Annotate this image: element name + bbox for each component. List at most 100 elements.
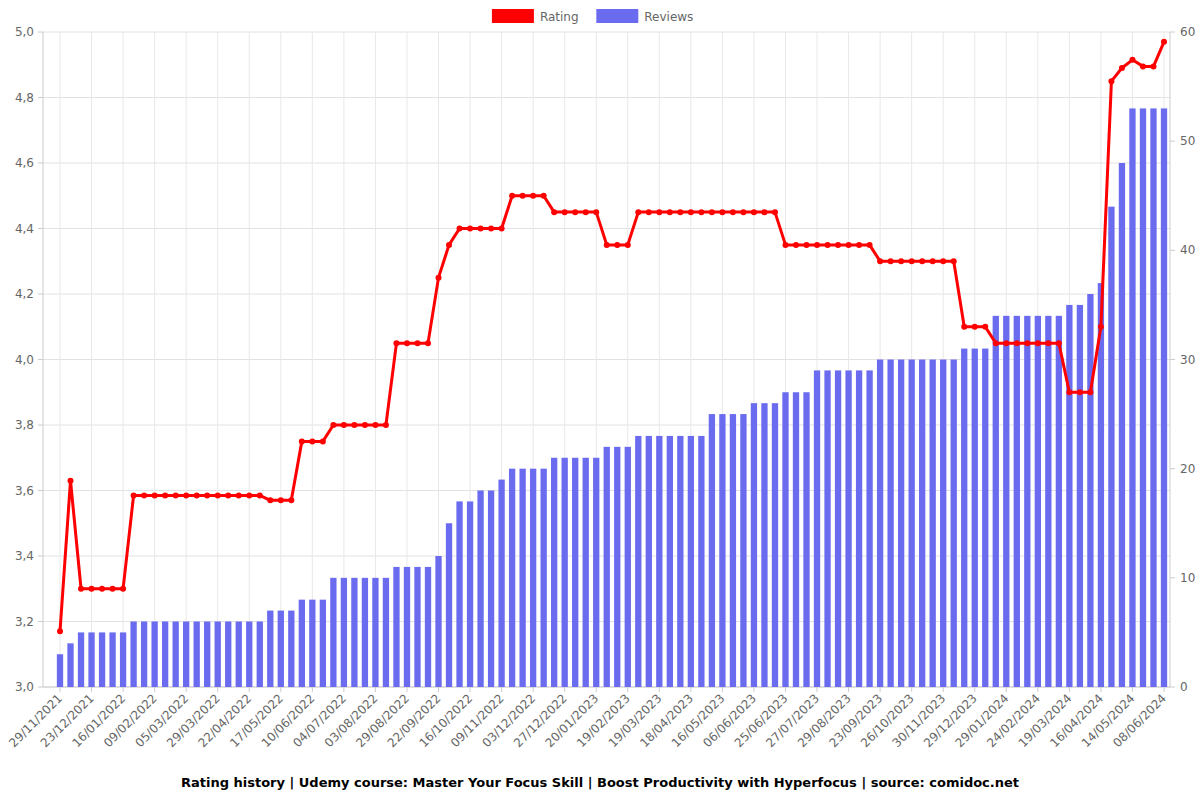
review-bar — [362, 578, 368, 687]
review-bar — [541, 469, 547, 687]
y-tick-label: 3,0 — [15, 680, 34, 694]
rating-point — [740, 209, 746, 215]
rating-point — [425, 340, 431, 346]
y-tick — [38, 687, 43, 688]
review-bar — [404, 567, 410, 687]
review-bar — [940, 360, 946, 688]
rating-point — [330, 422, 336, 428]
rating-point — [299, 438, 305, 444]
rating-point — [993, 340, 999, 346]
review-bar — [635, 436, 641, 687]
review-bar — [877, 360, 883, 688]
x-tick — [596, 687, 597, 692]
review-bar — [646, 436, 652, 687]
x-tick — [880, 687, 881, 692]
x-tick — [627, 687, 628, 692]
rating-point — [225, 492, 231, 498]
rating-point — [383, 422, 389, 428]
review-bar — [467, 501, 473, 687]
legend-label: Reviews — [644, 10, 693, 24]
rating-point — [635, 209, 641, 215]
review-bar — [835, 370, 841, 687]
rating-point — [1077, 389, 1083, 395]
rating-point — [698, 209, 704, 215]
y-tick-label: 4,4 — [15, 222, 34, 236]
review-bar — [1045, 316, 1051, 687]
x-tick — [848, 687, 849, 692]
rating-point — [68, 478, 74, 484]
rating-point — [309, 438, 315, 444]
x-tick — [470, 687, 471, 692]
line-series — [57, 39, 1167, 635]
y2-tick — [1170, 250, 1175, 251]
review-bar — [99, 632, 105, 687]
y-tick-label: 3,6 — [15, 484, 34, 498]
review-bar — [57, 654, 63, 687]
y-tick-label: 4,6 — [15, 156, 34, 170]
x-tick — [312, 687, 313, 692]
y-grid-line — [43, 425, 1170, 426]
review-bar — [1003, 316, 1009, 687]
review-bar — [656, 436, 662, 687]
x-tick — [659, 687, 660, 692]
x-tick — [753, 687, 754, 692]
y-tick-label: 4,8 — [15, 91, 34, 105]
review-bar — [183, 622, 189, 688]
rating-point — [152, 492, 158, 498]
review-bar — [109, 632, 115, 687]
legend-swatch — [492, 9, 534, 23]
rating-point — [751, 209, 757, 215]
review-bar — [772, 403, 778, 687]
review-bar — [572, 458, 578, 687]
x-tick — [1100, 687, 1101, 692]
rating-point — [457, 226, 463, 232]
x-tick — [564, 687, 565, 692]
chart-container: 3,03,23,43,63,84,04,24,44,64,85,00102030… — [0, 0, 1200, 800]
rating-point — [78, 586, 84, 592]
rating-point — [825, 242, 831, 248]
review-bar — [194, 622, 200, 688]
y2-tick — [1170, 468, 1175, 469]
x-grid-line — [249, 32, 250, 687]
rating-point — [499, 226, 505, 232]
y-tick — [38, 359, 43, 360]
rating-point — [89, 586, 95, 592]
x-tick — [1132, 687, 1133, 692]
rating-point — [804, 242, 810, 248]
rating-point — [478, 226, 484, 232]
rating-point — [246, 492, 252, 498]
x-grid-line — [186, 32, 187, 687]
review-bar — [320, 600, 326, 687]
x-tick — [785, 687, 786, 692]
review-bar — [215, 622, 221, 688]
review-bar — [78, 632, 84, 687]
rating-point — [57, 628, 63, 634]
review-bar — [845, 370, 851, 687]
rating-point — [131, 492, 137, 498]
x-tick — [217, 687, 218, 692]
x-tick — [817, 687, 818, 692]
rating-point — [930, 258, 936, 264]
review-bar — [961, 349, 967, 687]
review-bar — [1108, 207, 1114, 687]
rating-point — [846, 242, 852, 248]
review-bar — [393, 567, 399, 687]
rating-point — [1014, 340, 1020, 346]
rating-point — [835, 242, 841, 248]
rating-point — [520, 193, 526, 199]
rating-point — [288, 497, 294, 503]
rating-point — [782, 242, 788, 248]
rating-point — [551, 209, 557, 215]
rating-point — [194, 492, 200, 498]
chart-title: Rating history | Udemy course: Master Yo… — [181, 775, 1019, 790]
review-bar — [1150, 108, 1156, 687]
x-grid-line — [60, 32, 61, 687]
y2-tick — [1170, 687, 1175, 688]
rating-point — [1024, 340, 1030, 346]
review-bar — [740, 414, 746, 687]
rating-line — [60, 42, 1164, 632]
review-bar — [236, 622, 242, 688]
y-tick — [38, 294, 43, 295]
rating-point — [215, 492, 221, 498]
y2-tick — [1170, 577, 1175, 578]
